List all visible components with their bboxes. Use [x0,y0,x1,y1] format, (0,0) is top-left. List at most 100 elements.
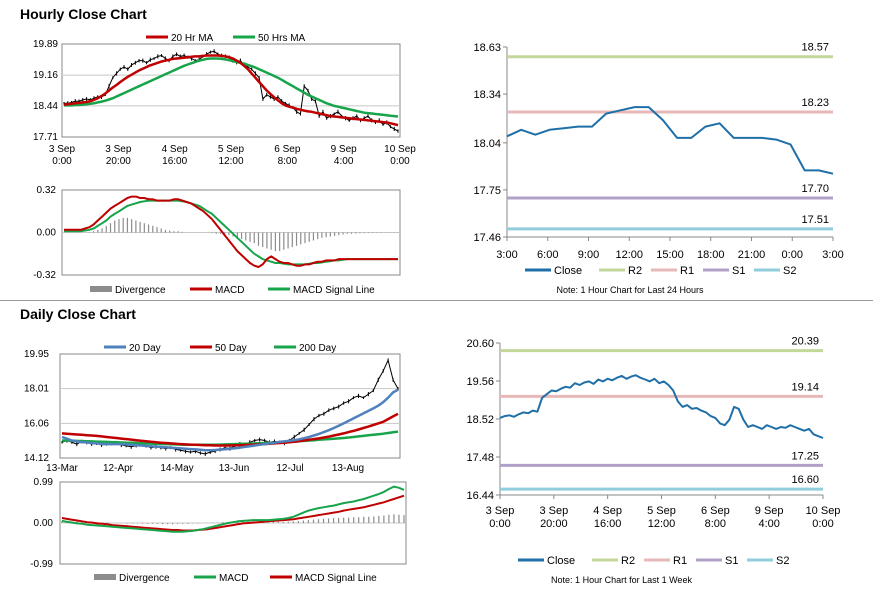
daily-levels-ytick-label: 19.56 [466,376,494,388]
daily-levels-xtick-label: 9 Sep [755,505,784,517]
hourly-levels-ytick-label: 18.34 [473,89,501,101]
hourly-price-xtick-label: 16:00 [162,156,187,167]
daily-levels-legend-r1-label: R1 [673,555,687,567]
hourly-levels-ytick-label: 18.63 [473,42,501,54]
daily-levels-xtick-label: 12:00 [648,518,676,530]
hourly-macd-ytick-label: 0.32 [37,185,57,196]
hourly-levels-legend-r1-label: R1 [680,265,694,277]
hourly-legend-ma50-label: 50 Hrs MA [258,33,306,44]
daily-price-xtick-label: 13-Jun [219,463,250,474]
daily-levels-level-label-r2: 20.39 [791,336,819,348]
hourly-price-xtick-label: 4:00 [334,156,354,167]
hourly-legend-divergence-swatch [90,286,112,292]
daily-levels-legend-s1-label: S1 [725,555,738,567]
daily-macd-ytick-label: 0.00 [34,518,54,529]
hourly-price-ytick-label: 19.16 [33,70,58,81]
daily-levels-xtick-label: 4:00 [758,518,779,530]
daily-levels-level-label-r1: 19.14 [791,381,819,393]
daily-levels-close-line [499,374,824,439]
daily-levels-ytick-label: 20.60 [466,338,494,350]
hourly-legend-signal-label: MACD Signal Line [293,285,375,296]
hourly-levels-close-line [506,106,834,175]
hourly-price-xtick-label: 3 Sep [105,144,132,155]
daily-price-xtick-label: 13-Mar [46,463,78,474]
daily-price-ytick-label: 16.06 [24,418,49,429]
daily-price-ytick-label: 19.95 [24,349,49,360]
hourly-legend-macd-label: MACD [215,285,244,296]
daily-price-frame [59,353,401,459]
daily-levels-note: Note: 1 Hour Chart for Last 1 Week [551,575,692,585]
section-divider [0,300,873,301]
daily-section-title: Daily Close Chart [20,306,136,322]
hourly-price-xtick-label: 0:00 [52,156,72,167]
hourly-price-xtick-label: 8:00 [278,156,298,167]
daily-levels-xtick-label: 8:00 [705,518,726,530]
hourly-levels-xtick-label: 21:00 [738,249,766,261]
hourly-levels-xtick-label: 3:00 [496,249,517,261]
daily-macd-ytick-label: 0.99 [34,477,54,488]
daily-levels-xtick-label: 5 Sep [647,505,676,517]
daily-price-xtick-label: 14-May [160,463,193,474]
hourly-levels-xtick-label: 15:00 [656,249,684,261]
hourly-levels-xtick-label: 18:00 [697,249,725,261]
daily-levels-xtick-label: 3 Sep [486,505,515,517]
hourly-price-xtick-label: 12:00 [218,156,243,167]
hourly-price-ytick-label: 17.71 [33,132,58,143]
daily-legend-ma20-label: 20 Day [129,343,161,354]
hourly-price-xtick-label: 3 Sep [49,144,76,155]
hourly-price-xtick-label: 4 Sep [162,144,189,155]
hourly-levels-level-label-s2: 17.51 [801,214,829,226]
hourly-price-xtick-label: 6 Sep [274,144,301,155]
daily-levels-xtick-label: 3 Sep [539,505,568,517]
hourly-ma50-line [64,57,399,118]
hourly-levels-xtick-label: 12:00 [615,249,643,261]
daily-price-ytick-label: 18.01 [24,384,49,395]
daily-ma20-line [61,388,399,452]
hourly-price-xtick-label: 20:00 [106,156,131,167]
daily-price-xtick-label: 12-Apr [103,463,134,474]
hourly-macd-ytick-label: -0.32 [33,270,56,281]
daily-levels-xtick-label: 20:00 [540,518,568,530]
hourly-levels-level-label-r2: 18.57 [801,42,829,54]
hourly-legend-ma20-label: 20 Hr MA [171,33,214,44]
daily-legend-ma50-label: 50 Day [215,343,247,354]
daily-price-xtick-label: 12-Jul [276,463,303,474]
daily-levels-ytick-label: 16.44 [466,490,494,502]
hourly-price-xtick-label: 0:00 [390,156,410,167]
hourly-price-xtick-label: 5 Sep [218,144,245,155]
hourly-price-xtick-label: 10 Sep [384,144,416,155]
daily-levels-legend-r2-label: R2 [621,555,635,567]
hourly-macd-ytick-label: 0.00 [37,228,57,239]
hourly-levels-level-label-s1: 17.70 [801,183,829,195]
daily-levels-legend-close-label: Close [547,555,575,567]
daily-levels-xtick-label: 4 Sep [593,505,622,517]
daily-legend-divergence-swatch [94,574,116,580]
hourly-levels-legend-close-label: Close [554,265,582,277]
daily-legend-divergence-label: Divergence [119,573,170,584]
hourly-price-ytick-label: 19.89 [33,39,58,50]
hourly-price-ytick-label: 18.44 [33,101,58,112]
hourly-section-title: Hourly Close Chart [20,6,147,22]
hourly-levels-xtick-label: 6:00 [537,249,558,261]
hourly-levels-legend-s1-label: S1 [732,265,745,277]
daily-legend-signal-label: MACD Signal Line [295,573,377,584]
daily-levels-legend-s2-label: S2 [776,555,789,567]
hourly-macd-line [64,195,398,268]
hourly-levels-ytick-label: 17.46 [473,232,501,244]
daily-ma50-line [61,412,399,447]
daily-signal-line [61,494,405,532]
hourly-levels-legend-s2-label: S2 [783,265,796,277]
hourly-price-frame [61,43,401,138]
daily-levels-xtick-label: 16:00 [594,518,622,530]
daily-levels-xtick-label: 0:00 [812,518,833,530]
daily-levels-level-label-s1: 17.25 [791,450,819,462]
daily-levels-xtick-label: 6 Sep [701,505,730,517]
daily-macd-ytick-label: -0.99 [30,559,53,570]
hourly-levels-xtick-label: 0:00 [782,249,803,261]
daily-close-line [61,359,399,455]
hourly-price-xtick-label: 9 Sep [331,144,358,155]
hourly-levels-ytick-label: 17.75 [473,185,501,197]
hourly-levels-ytick-label: 18.04 [473,138,501,150]
hourly-levels-xtick-label: 9:00 [578,249,599,261]
